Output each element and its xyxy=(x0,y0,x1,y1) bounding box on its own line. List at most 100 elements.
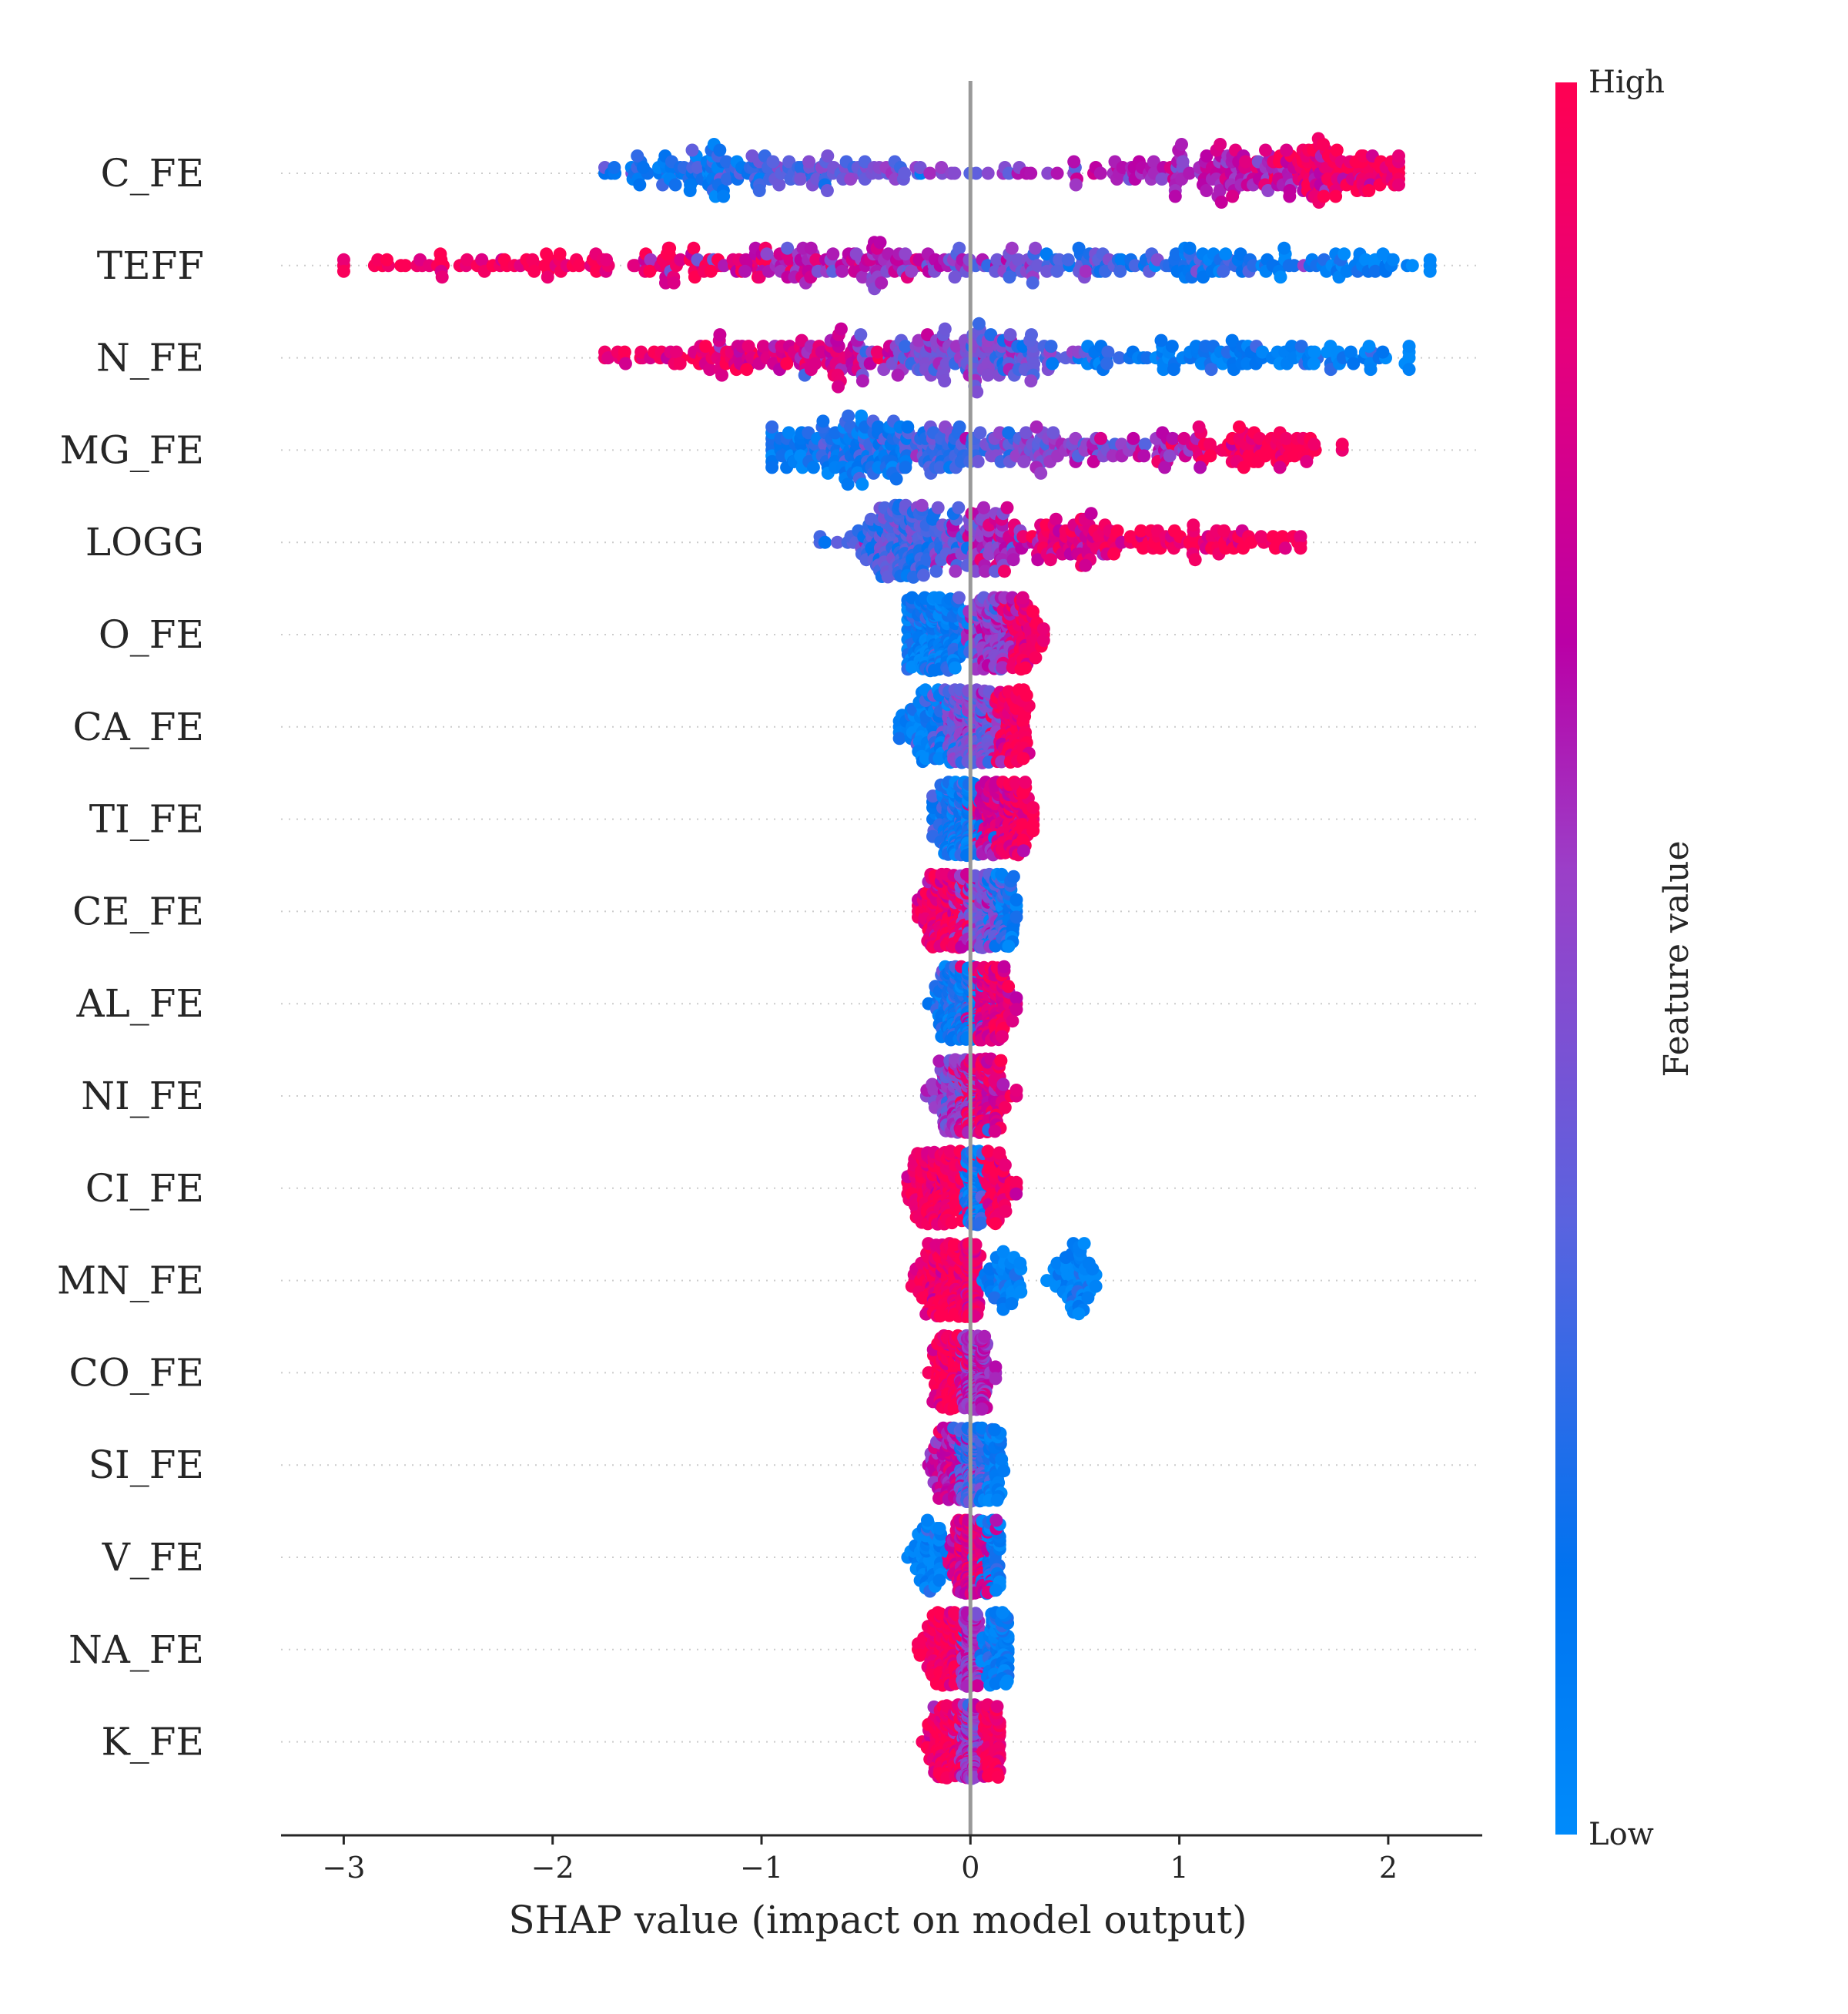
shap-point xyxy=(1205,363,1218,376)
shap-point xyxy=(1026,605,1040,618)
shap-point xyxy=(1026,276,1040,290)
shap-point xyxy=(1364,363,1378,376)
feature-label: LOGG xyxy=(85,520,204,565)
shap-point xyxy=(1010,910,1023,923)
shap-point xyxy=(1010,1003,1023,1016)
shap-point xyxy=(1019,776,1032,789)
shap-point xyxy=(1045,340,1058,353)
shap-point xyxy=(1016,591,1029,605)
shap-point xyxy=(1294,530,1307,543)
shap-point xyxy=(1300,455,1313,468)
shap-point xyxy=(874,236,887,249)
shap-point xyxy=(1254,530,1267,543)
shap-point xyxy=(1158,461,1171,474)
shap-point xyxy=(1331,144,1344,157)
shap-point xyxy=(757,340,770,353)
feature-label: MN_FE xyxy=(57,1258,204,1303)
shap-point xyxy=(1387,253,1400,266)
shap-point xyxy=(1392,179,1405,192)
shap-point xyxy=(1051,167,1064,180)
shap-point xyxy=(989,1124,1002,1138)
shap-point xyxy=(687,242,700,255)
shap-point xyxy=(1002,940,1015,953)
shap-point xyxy=(1080,265,1093,278)
shap-point xyxy=(738,265,752,278)
shap-point xyxy=(854,328,867,341)
feature-rows: C_FETEFFN_FEMG_FELOGGO_FECA_FETI_FECE_FE… xyxy=(57,151,1482,1764)
shap-point xyxy=(855,478,869,491)
shap-point xyxy=(901,421,914,434)
shap-point xyxy=(684,184,697,197)
shap-point xyxy=(669,179,682,192)
shap-point xyxy=(1050,513,1063,526)
shap-point xyxy=(436,270,449,283)
shap-point xyxy=(939,323,952,336)
shap-point xyxy=(399,259,412,272)
shap-point xyxy=(637,161,650,174)
shap-point xyxy=(1050,265,1063,278)
shap-point xyxy=(898,167,911,180)
shap-point xyxy=(802,156,815,169)
feature-label: CE_FE xyxy=(72,889,204,933)
shap-point xyxy=(633,179,646,192)
shap-point xyxy=(982,167,995,180)
feature-label: TEFF xyxy=(97,243,204,288)
shap-point xyxy=(932,501,945,514)
feature-label: C_FE xyxy=(101,151,204,196)
shap-point xyxy=(949,270,962,283)
shap-point xyxy=(1107,548,1120,561)
shap-point xyxy=(1167,363,1180,376)
feature-label: NI_FE xyxy=(81,1074,204,1118)
shap-point xyxy=(1026,801,1040,814)
shap-point xyxy=(668,276,681,290)
shap-point xyxy=(766,156,779,169)
shap-point xyxy=(1279,541,1292,555)
shap-point xyxy=(832,380,845,394)
shap-point xyxy=(1277,242,1291,255)
shap-point xyxy=(938,374,951,387)
shap-point xyxy=(1166,340,1179,353)
shap-point xyxy=(890,472,903,485)
shap-point xyxy=(337,265,350,278)
shap-point xyxy=(875,276,888,290)
shap-point xyxy=(1214,138,1227,151)
shap-point xyxy=(742,340,755,353)
shap-point xyxy=(1017,752,1030,765)
shap-point xyxy=(1403,363,1416,376)
shap-point xyxy=(952,501,965,514)
shap-point xyxy=(1024,167,1037,180)
shap-point xyxy=(952,242,966,255)
shap-point xyxy=(780,357,793,370)
shap-point xyxy=(1137,449,1150,462)
feature-label: N_FE xyxy=(96,336,204,380)
shap-point xyxy=(973,426,986,439)
shap-point xyxy=(1307,437,1321,451)
shap-point xyxy=(1085,507,1098,520)
shap-point xyxy=(1113,265,1127,278)
shap-point xyxy=(1204,437,1217,451)
shap-point xyxy=(949,662,962,675)
shap-point xyxy=(765,421,778,434)
shap-point xyxy=(1079,559,1092,572)
shap-point xyxy=(1424,253,1437,266)
shap-point xyxy=(1062,253,1075,266)
shap-point xyxy=(1307,357,1321,370)
shap-point xyxy=(674,357,687,370)
shap-point xyxy=(1283,190,1296,203)
shap-point xyxy=(1317,190,1331,203)
shap-point xyxy=(1376,346,1389,359)
shap-point xyxy=(337,253,350,266)
shap-point xyxy=(1392,149,1405,163)
shap-point xyxy=(1029,652,1042,665)
shap-point xyxy=(753,184,766,197)
shap-point xyxy=(1194,461,1207,474)
shap-point xyxy=(1006,1014,1019,1027)
shap-point xyxy=(807,461,820,474)
shap-point xyxy=(434,247,447,260)
shap-point xyxy=(821,149,834,163)
shap-point xyxy=(953,421,966,434)
shap-point xyxy=(631,149,644,163)
shap-point xyxy=(1308,346,1321,359)
shap-point xyxy=(1101,346,1114,359)
shap-point xyxy=(717,190,730,203)
